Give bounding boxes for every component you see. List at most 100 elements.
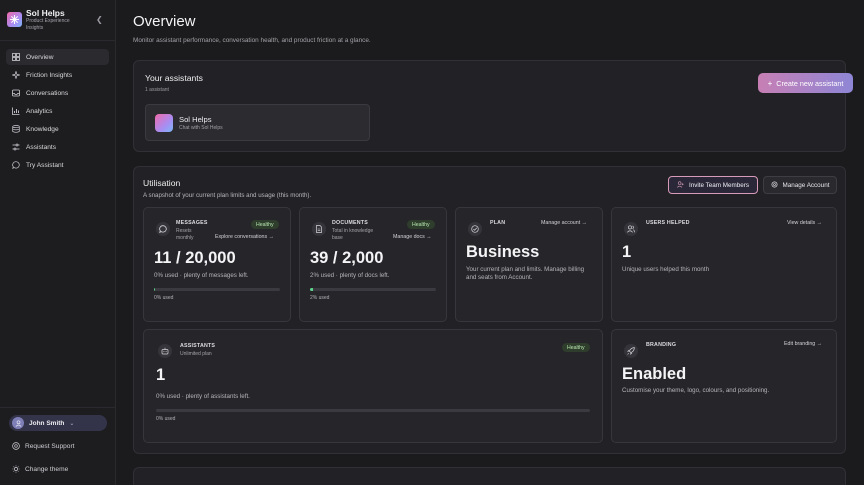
request-support-label: Request Support (25, 442, 75, 450)
sidebar-item-label: Try Assistant (26, 161, 64, 169)
arrow-right-icon: → (268, 234, 274, 240)
messages-label: MESSAGES (176, 220, 208, 226)
rocket-icon (624, 344, 638, 358)
sidebar-item-label: Friction Insights (26, 71, 73, 79)
sidebar-item-friction-insights[interactable]: Friction Insights (6, 67, 109, 83)
utilisation-panel: Utilisation A snapshot of your current p… (133, 166, 846, 454)
documents-progress-bar (310, 288, 436, 291)
progress-fill (310, 288, 313, 291)
user-menu[interactable]: John Smith ⌄ (9, 415, 107, 431)
inbox-icon (11, 89, 20, 98)
users-icon (624, 222, 638, 236)
users-helped-card: USERS HELPED View details → 1 Unique use… (611, 207, 837, 322)
assistants-sub: Unlimited plan (180, 351, 212, 357)
database-icon (11, 125, 20, 134)
sidebar-item-label: Conversations (26, 89, 69, 97)
chevron-left-icon[interactable]: ❮ (96, 15, 103, 24)
manage-account-link[interactable]: Manage account → (541, 220, 587, 226)
gear-icon (771, 181, 778, 190)
status-badge: Healthy (251, 220, 279, 229)
messages-card: MESSAGES Resets monthly Healthy Explore … (143, 207, 291, 322)
users-helped-value: 1 (622, 243, 632, 261)
utilisation-subtitle: A snapshot of your current plan limits a… (143, 192, 312, 199)
sidebar-item-label: Knowledge (26, 125, 59, 133)
arrow-right-icon: → (426, 234, 432, 240)
link-label: Manage docs (393, 234, 425, 240)
create-assistant-button[interactable]: + Create new assistant (758, 73, 853, 93)
brand: Sol Helps Product Experience Insights ❮ (0, 0, 115, 41)
manage-docs-link[interactable]: Manage docs → (393, 234, 432, 240)
sun-icon (12, 465, 20, 473)
assistants-value: 1 (156, 366, 166, 384)
assistants-desc: 0% used · plenty of assistants left. (156, 393, 250, 400)
edit-branding-link[interactable]: Edit branding → (784, 341, 822, 347)
assistants-count: 1 assistant (145, 87, 169, 93)
assistants-usage-card: ASSISTANTS Unlimited plan Healthy 1 0% u… (143, 329, 603, 443)
page-subtitle: Monitor assistant performance, conversat… (133, 37, 371, 44)
sidebar-item-analytics[interactable]: Analytics (6, 103, 109, 119)
bar-chart-icon (11, 107, 20, 116)
brand-name: Sol Helps (26, 8, 65, 18)
assistant-name: Sol Helps (179, 115, 212, 124)
documents-card: DOCUMENTS Total in knowledge base Health… (299, 207, 447, 322)
messages-pct: 0% used (154, 295, 174, 301)
sidebar-item-overview[interactable]: Overview (6, 49, 109, 65)
branding-value: Enabled (622, 365, 687, 383)
sidebar-item-label: Analytics (26, 107, 53, 115)
sidebar-item-conversations[interactable]: Conversations (6, 85, 109, 101)
assistants-progress-bar (156, 409, 590, 412)
page-title: Overview (133, 13, 196, 30)
create-assistant-label: Create new assistant (776, 78, 844, 88)
plan-card: PLAN Manage account → Business Your curr… (455, 207, 603, 322)
assistants-panel: Your assistants 1 assistant + Create new… (133, 60, 853, 152)
documents-label: DOCUMENTS (332, 220, 368, 226)
sidebar-divider (0, 407, 116, 408)
user-plus-icon (676, 180, 684, 190)
next-panel (133, 467, 846, 485)
status-badge: Healthy (562, 343, 590, 352)
change-theme-link[interactable]: Change theme (12, 465, 68, 473)
check-circle-icon (468, 222, 482, 236)
sidebar-item-knowledge[interactable]: Knowledge (6, 121, 109, 137)
request-support-link[interactable]: Request Support (12, 442, 75, 450)
invite-team-button[interactable]: Invite Team Members (668, 176, 758, 194)
messages-progress-bar (154, 288, 280, 291)
avatar-icon (12, 417, 24, 429)
messages-desc: 0% used · plenty of messages left. (154, 272, 249, 279)
sidebar: Sol Helps Product Experience Insights ❮ … (0, 0, 116, 485)
arrow-right-icon: → (816, 220, 822, 226)
sidebar-item-label: Assistants (26, 143, 57, 151)
link-label: Explore conversations (215, 234, 268, 240)
plan-value: Business (466, 243, 540, 261)
sidebar-item-try-assistant[interactable]: Try Assistant (6, 157, 109, 173)
documents-pct: 2% used (310, 295, 330, 301)
arrow-right-icon: → (581, 220, 587, 226)
status-badge: Healthy (407, 220, 435, 229)
assistants-label: ASSISTANTS (180, 343, 216, 349)
explore-conversations-link[interactable]: Explore conversations → (215, 234, 274, 240)
main-content: Overview Monitor assistant performance, … (116, 0, 864, 485)
branding-card: BRANDING Edit branding → Enabled Customi… (611, 329, 837, 443)
document-icon (312, 222, 326, 236)
messages-value: 11 / 20,000 (154, 249, 236, 267)
branding-label: BRANDING (646, 342, 677, 348)
documents-sub: Total in knowledge base (332, 228, 374, 241)
sidebar-item-assistants[interactable]: Assistants (6, 139, 109, 155)
manage-account-label: Manage Account (782, 181, 830, 189)
users-helped-desc: Unique users helped this month (622, 266, 710, 273)
plan-label: PLAN (490, 220, 506, 226)
plus-icon: + (767, 78, 773, 88)
invite-team-label: Invite Team Members (688, 181, 750, 189)
view-details-link[interactable]: View details → (787, 220, 822, 226)
bot-icon (158, 344, 172, 358)
link-label: Edit branding (784, 341, 816, 347)
help-circle-icon (12, 442, 20, 450)
sliders-icon (11, 143, 20, 152)
assistant-logo-icon (155, 114, 173, 132)
assistant-card[interactable]: Sol Helps Chat with Sol Helps (145, 104, 370, 141)
change-theme-label: Change theme (25, 465, 69, 473)
manage-account-button[interactable]: Manage Account (763, 176, 837, 194)
users-helped-label: USERS HELPED (646, 220, 690, 226)
chat-bubble-icon (11, 161, 20, 170)
